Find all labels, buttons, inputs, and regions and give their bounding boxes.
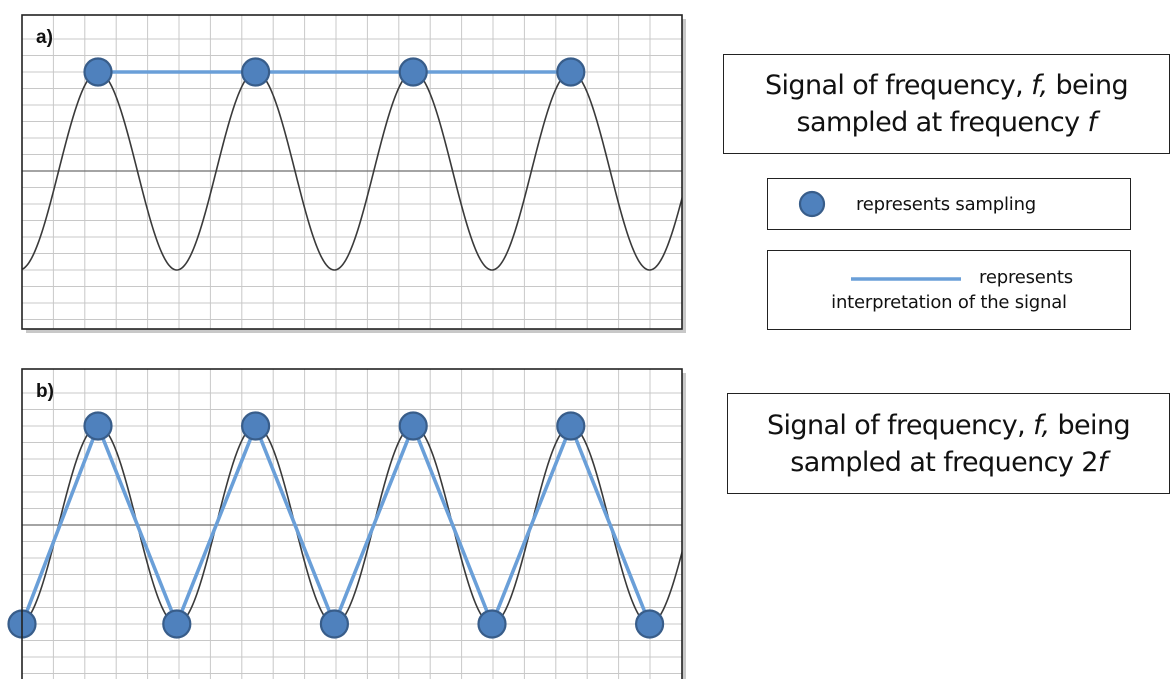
sample-point (634, 609, 665, 639)
caption-a-line1-post: being (1055, 70, 1129, 101)
sample-point (398, 57, 428, 87)
plot-area (22, 369, 682, 679)
sample-point (162, 609, 192, 639)
legend-sampling-box: represents sampling (767, 178, 1131, 230)
sample-point (83, 411, 113, 441)
caption-b-line1-post: being (1057, 409, 1131, 441)
caption-a-line1-var: f, (1031, 70, 1048, 101)
caption-a-box: Signal of frequency, f, being sampled at… (723, 54, 1170, 154)
caption-a-line1-pre: Signal of frequency, (764, 70, 1024, 101)
plot-background (22, 15, 682, 329)
caption-b-text: Signal of frequency, f, being sampled at… (766, 407, 1131, 481)
panel-b-plot: b) (7, 368, 686, 679)
sample-point (83, 57, 113, 87)
panel-label: b) (36, 381, 54, 402)
sample-point (241, 57, 271, 87)
panel-label: a) (36, 27, 53, 48)
caption-b-line1-pre: Signal of frequency, (766, 409, 1026, 441)
plot-background (22, 369, 682, 679)
interpretation-line-icon (851, 276, 962, 281)
plot-frame (21, 14, 683, 330)
legend-interpretation-box: represents interpretation of the signal (767, 250, 1131, 330)
sample-point (556, 57, 586, 87)
sample-marker-icon (798, 190, 826, 218)
legend-interpretation-line1: represents (979, 267, 1073, 288)
caption-b-line2-pre: sampled at frequency 2 (790, 446, 1098, 478)
sample-point (556, 411, 586, 441)
legend-interpretation-line2: interpretation of the signal (831, 292, 1067, 313)
legend-sampling-text: represents sampling (856, 193, 1037, 215)
sample-point (477, 609, 507, 639)
caption-b-box: Signal of frequency, f, being sampled at… (727, 393, 1170, 494)
plot-area (22, 15, 682, 329)
plot-frame (21, 368, 683, 679)
caption-b-line1-var: f, (1033, 409, 1050, 441)
sample-point (398, 411, 428, 441)
panel-a-plot: a) (21, 14, 686, 333)
caption-b-line2-var: f (1097, 446, 1108, 478)
sample-point (319, 609, 349, 639)
caption-a-line2-pre: sampled at frequency (796, 107, 1081, 138)
caption-a-line2-var: f (1087, 107, 1098, 138)
sample-point (241, 411, 271, 441)
caption-a-text: Signal of frequency, f, being sampled at… (764, 67, 1129, 141)
